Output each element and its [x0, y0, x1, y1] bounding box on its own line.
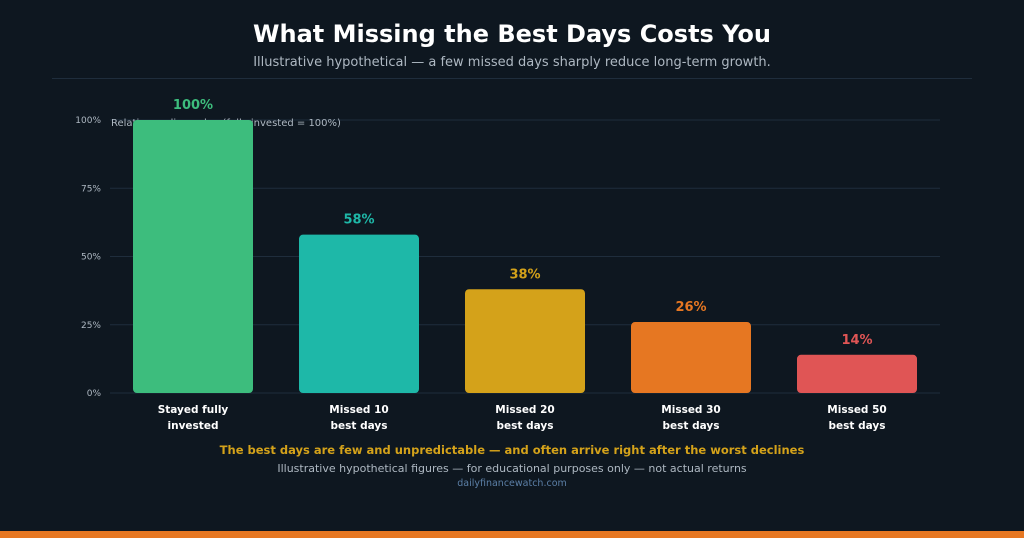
data-label: 26%	[675, 300, 706, 315]
x-tick-label: Missed 30	[661, 404, 720, 416]
data-label: 14%	[841, 333, 872, 348]
y-tick-label: 50%	[81, 253, 101, 263]
bar	[631, 322, 751, 393]
x-tick-label: invested	[168, 420, 219, 432]
x-tick-label: best days	[497, 420, 554, 432]
header-divider	[52, 78, 972, 79]
source-link[interactable]: dailyfinancewatch.com	[457, 478, 567, 489]
footer-highlight: The best days are few and unpredictable …	[219, 443, 805, 457]
x-tick-label: Stayed fully	[158, 404, 229, 416]
data-label: 100%	[173, 98, 213, 113]
data-label: 58%	[343, 213, 374, 228]
bar	[133, 120, 253, 393]
y-tick-label: 75%	[81, 184, 101, 194]
chart-subtitle: Illustrative hypothetical — a few missed…	[253, 55, 771, 70]
x-tick-label: Missed 10	[329, 404, 388, 416]
y-tick-label: 25%	[81, 321, 101, 331]
bar-chart: 0% 25% 50% 75% 100% Stayed fully invested 58% Mi…	[75, 98, 940, 432]
accent-bar	[0, 531, 1024, 538]
x-tick-label: best days	[663, 420, 720, 432]
footer-note: Illustrative hypothetical figures — for …	[277, 462, 747, 475]
x-tick-label: Missed 20	[495, 404, 554, 416]
bar	[465, 289, 585, 393]
bar	[299, 234, 419, 393]
x-tick-label: Missed 50	[827, 404, 886, 416]
chart-title: What Missing the Best Days Costs You	[253, 20, 771, 48]
x-tick-label: best days	[331, 420, 388, 432]
y-tick-label: 100%	[75, 116, 101, 126]
y-tick-label: 0%	[87, 389, 102, 399]
x-tick-label: best days	[829, 420, 886, 432]
bar	[797, 354, 917, 393]
data-label: 38%	[509, 267, 540, 282]
